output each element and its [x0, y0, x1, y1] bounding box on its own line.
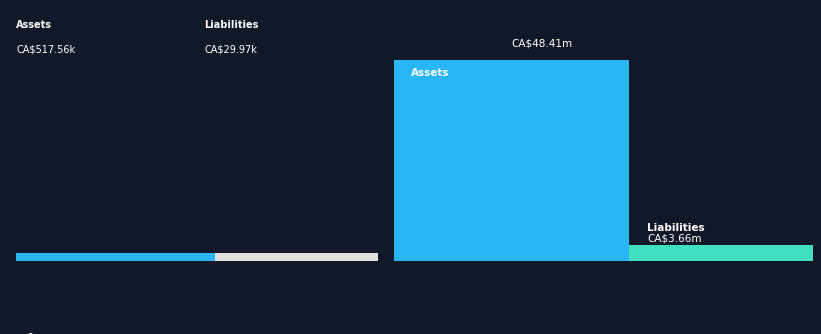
Text: CA$29.97k: CA$29.97k	[204, 44, 257, 54]
Text: CA$517.56k: CA$517.56k	[16, 44, 76, 54]
Text: Long Term: Long Term	[394, 333, 492, 334]
Text: Liabilities: Liabilities	[204, 20, 259, 30]
Text: CA$3.66m: CA$3.66m	[647, 233, 701, 243]
Text: Liabilities: Liabilities	[647, 223, 704, 233]
Bar	[16, 253, 215, 261]
Text: CA$48.41m: CA$48.41m	[511, 38, 572, 48]
Text: Short Term: Short Term	[16, 333, 120, 334]
Bar	[394, 60, 629, 261]
Text: Assets: Assets	[16, 20, 53, 30]
Bar	[629, 245, 813, 261]
Bar	[215, 253, 378, 261]
Text: Assets: Assets	[410, 68, 449, 78]
